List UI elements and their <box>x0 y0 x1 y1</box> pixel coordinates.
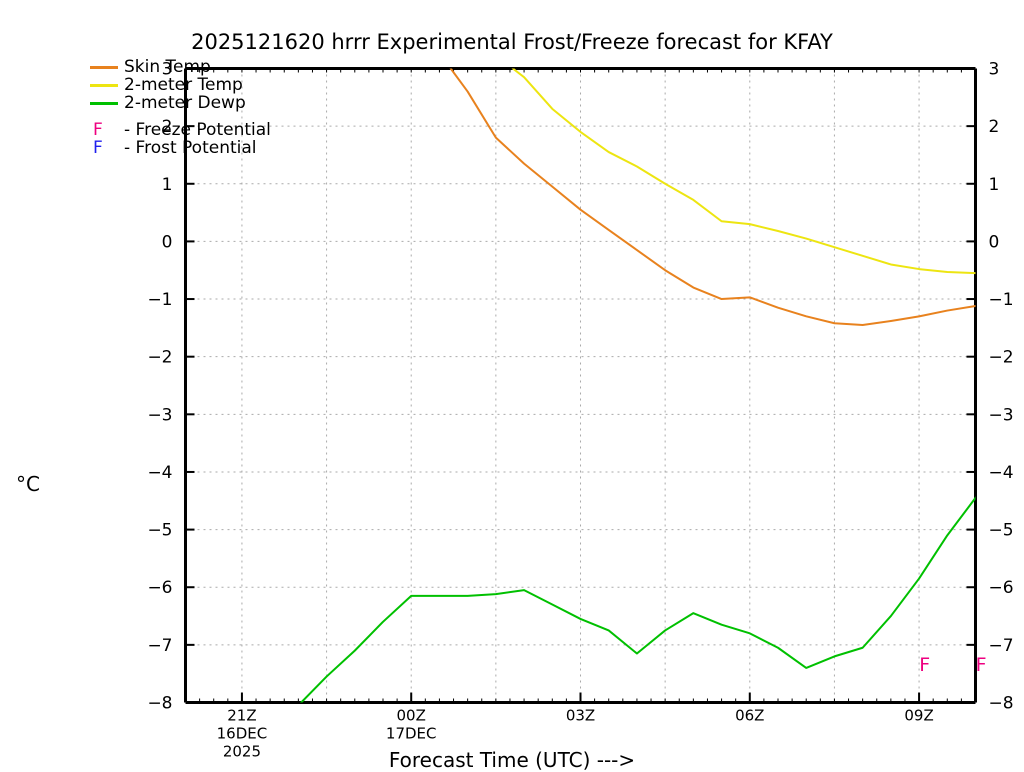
y-tick-label-left: −3 <box>147 405 172 425</box>
y-tick-label-left: −1 <box>147 290 172 310</box>
y-tick-label-right: −1 <box>989 290 1014 310</box>
y-tick-label-left: 3 <box>162 60 173 80</box>
y-tick-label-right: 3 <box>989 60 1000 80</box>
legend-swatch-skin-temp <box>90 65 118 69</box>
y-tick-label-right: −8 <box>989 694 1014 714</box>
x-tick-label-year: 2025 <box>223 743 261 761</box>
freeze-potential-marker: F <box>919 654 930 676</box>
x-tick-label-date: 17DEC <box>386 725 437 743</box>
legend-item-2m-dewp: 2-meter Dewp <box>90 94 271 112</box>
x-tick-label: 00Z <box>397 707 426 725</box>
x-tick-label: 21Z <box>227 707 256 725</box>
series-line-2-meter-temp <box>511 68 976 275</box>
freeze-markers: FFFFF <box>919 654 987 676</box>
gridlines <box>185 68 976 703</box>
x-tick-label: 06Z <box>735 707 764 725</box>
legend-label-frost: - Frost Potential <box>124 137 257 158</box>
y-tick-label-left: 1 <box>162 175 173 195</box>
legend-label-freeze: - Freeze Potential <box>124 119 271 140</box>
legend-marker-frost: F <box>93 138 103 158</box>
y-tick-label-right: 2 <box>989 117 1000 137</box>
y-tick-label-right: −7 <box>989 636 1014 656</box>
legend-swatch-2m-dewp <box>90 101 118 105</box>
y-tick-label-right: −2 <box>989 348 1014 368</box>
y-tick-label-left: −2 <box>147 348 172 368</box>
freeze-potential-marker: F <box>976 654 987 676</box>
y-tick-label-left: −5 <box>147 521 172 541</box>
y-tick-label-right: −4 <box>989 463 1014 483</box>
series-line-skin-temp <box>449 68 976 326</box>
y-tick-label-left: 0 <box>162 232 173 252</box>
axis-frame <box>184 67 977 704</box>
chart-legend: Skin Temp 2-meter Temp 2-meter Dewp F - … <box>90 58 271 158</box>
minor-ticks <box>185 68 976 703</box>
legend-label-2m-temp: 2-meter Temp <box>124 74 243 95</box>
x-tick-label: 09Z <box>904 707 933 725</box>
y-tick-label-left: −8 <box>147 694 172 714</box>
y-tick-label-left: −4 <box>147 463 172 483</box>
legend-item-2m-temp: 2-meter Temp <box>90 76 271 94</box>
y-tick-label-left: 2 <box>162 117 173 137</box>
legend-item-frost-potential: F - Frost Potential <box>90 137 271 158</box>
x-axis-ticks: 21Z16DEC202500Z17DEC03Z06Z09Z12Z <box>217 692 934 761</box>
legend-item-skin-temp: Skin Temp <box>90 58 271 76</box>
series-line-2-meter-dewp <box>300 496 976 703</box>
x-tick-label: 03Z <box>566 707 595 725</box>
legend-item-freeze-potential: F - Freeze Potential <box>90 119 271 140</box>
x-tick-label-date: 16DEC <box>217 725 268 743</box>
y-tick-label-left: −7 <box>147 636 172 656</box>
legend-marker-freeze: F <box>93 120 103 140</box>
y-tick-label-left: −6 <box>147 578 172 598</box>
legend-label-2m-dewp: 2-meter Dewp <box>124 92 246 113</box>
y-axis-label: °C <box>16 472 40 496</box>
data-series-group <box>300 68 976 703</box>
y-tick-label-right: −6 <box>989 578 1014 598</box>
chart-title: 2025121620 hrrr Experimental Frost/Freez… <box>191 30 833 54</box>
legend-swatch-2m-temp <box>90 83 118 87</box>
y-tick-label-right: 0 <box>989 232 1000 252</box>
y-axis-ticks: 3 3 2 2 1 1 0 0 −1 −1 −2 −2 −3 −3 −4 −4 −5 −5 −6 −6 −7 −7 −8 −8 <box>147 60 1013 714</box>
legend-label-skin-temp: Skin Temp <box>124 56 211 77</box>
y-tick-label-right: −5 <box>989 521 1014 541</box>
y-tick-label-right: 1 <box>989 175 1000 195</box>
y-tick-label-right: −3 <box>989 405 1014 425</box>
